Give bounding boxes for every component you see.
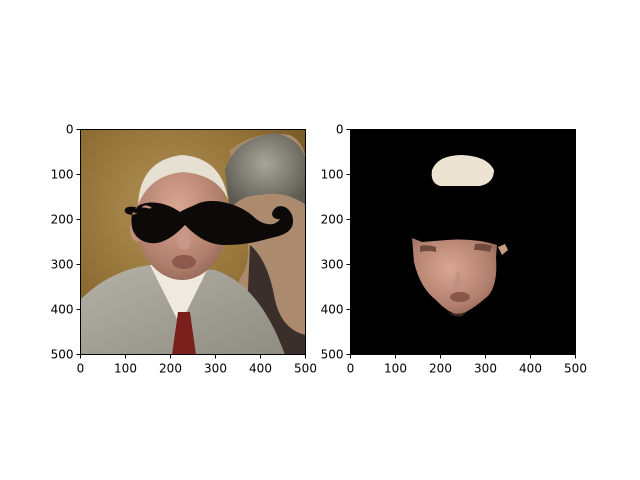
left-x-ticks: 0 100 200 300 400 500 <box>77 354 317 376</box>
left-y-tick-label: 300 <box>51 258 74 272</box>
right-x-tick-label: 0 <box>347 362 355 376</box>
mustache-overlay <box>124 201 294 245</box>
right-y-tick-label: 200 <box>321 213 344 227</box>
left-x-tick-label: 400 <box>249 362 272 376</box>
ear-fragment <box>498 244 508 255</box>
scalp-segment <box>431 155 494 186</box>
right-image-panel: 0 100 200 300 400 500 0 100 200 300 400 500 <box>321 123 587 376</box>
grey-hair <box>225 133 306 210</box>
right-x-tick-label: 300 <box>474 362 497 376</box>
face-segment <box>412 238 497 315</box>
right-y-tick-label: 100 <box>321 168 344 182</box>
right-x-tick-label: 400 <box>519 362 542 376</box>
photo <box>80 129 306 355</box>
right-y-tick-label: 500 <box>321 348 344 362</box>
left-x-tick-label: 0 <box>77 362 85 376</box>
left-x-tick-label: 300 <box>204 362 227 376</box>
right-y-tick-label: 400 <box>321 303 344 317</box>
left-y-tick-label: 100 <box>51 168 74 182</box>
left-y-tick-label: 500 <box>51 348 74 362</box>
right-x-ticks: 0 100 200 300 400 500 <box>347 354 587 376</box>
left-y-tick-label: 0 <box>66 123 74 137</box>
shirt-collar <box>150 265 208 325</box>
left-x-tick-label: 100 <box>114 362 137 376</box>
left-x-tick-label: 200 <box>159 362 182 376</box>
right-axes-frame <box>350 129 576 355</box>
right-x-tick-label: 200 <box>429 362 452 376</box>
bald-head-hair <box>138 155 228 205</box>
right-x-tick-label: 100 <box>384 362 407 376</box>
right-y-ticks: 0 100 200 300 400 500 <box>321 123 351 362</box>
right-x-tick-label: 500 <box>564 362 587 376</box>
left-y-ticks: 0 100 200 300 400 500 <box>51 123 81 362</box>
mask-image <box>350 129 576 355</box>
right-y-tick-label: 0 <box>336 123 344 137</box>
left-axes-frame <box>80 129 306 355</box>
left-image-panel: 0 100 200 300 400 500 0 100 200 300 400 500 <box>51 123 317 376</box>
left-y-tick-label: 400 <box>51 303 74 317</box>
tie <box>172 312 196 355</box>
left-y-tick-label: 200 <box>51 213 74 227</box>
left-x-tick-label: 500 <box>294 362 317 376</box>
right-y-tick-label: 300 <box>321 258 344 272</box>
